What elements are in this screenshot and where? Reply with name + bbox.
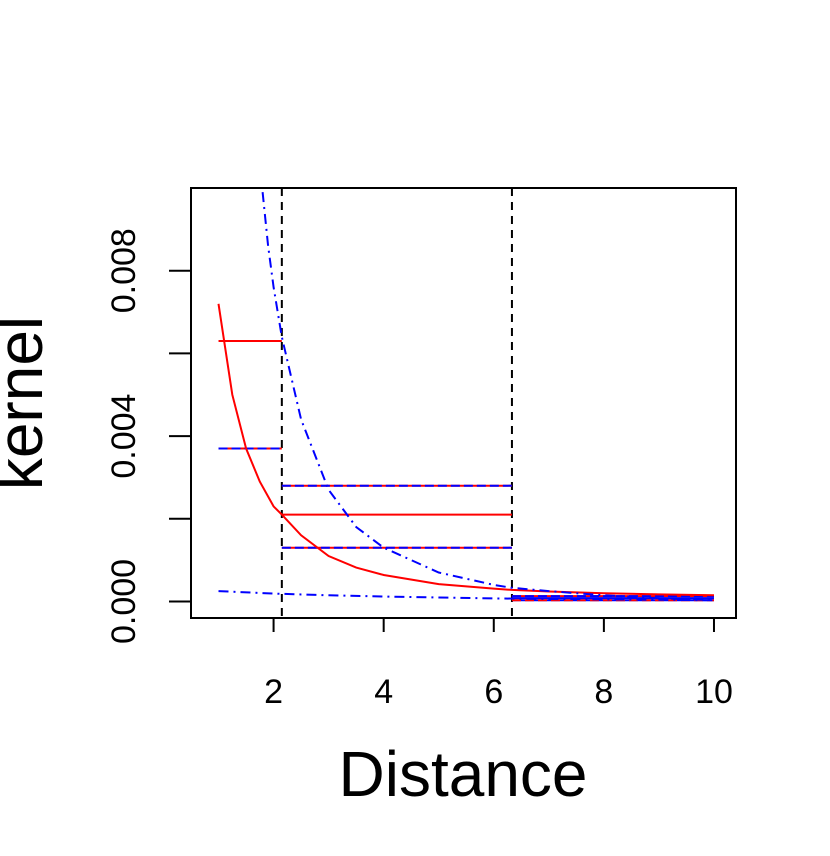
y-tick-label-2: 0.004 <box>105 394 143 479</box>
plot-frame <box>190 187 737 619</box>
curve-2 <box>218 590 715 602</box>
x-tick-label-2: 6 <box>484 673 503 711</box>
y-tick-label-0: 0.000 <box>105 559 143 644</box>
x-axis-title: Distance <box>339 738 588 810</box>
curve-1 <box>261 191 715 602</box>
y-axis: 0.000 0.004 0.008 <box>105 228 192 644</box>
y-axis-title: kernel <box>0 316 56 490</box>
y-tick-label-4: 0.008 <box>105 228 143 313</box>
curve-0 <box>217 303 715 597</box>
x-axis: 2 4 6 8 10 <box>264 617 733 711</box>
x-tick-label-0: 2 <box>264 673 283 711</box>
plot-content <box>217 188 715 618</box>
x-tick-label-1: 4 <box>374 673 393 711</box>
x-tick-label-3: 8 <box>594 673 613 711</box>
x-tick-label-4: 10 <box>695 673 733 711</box>
